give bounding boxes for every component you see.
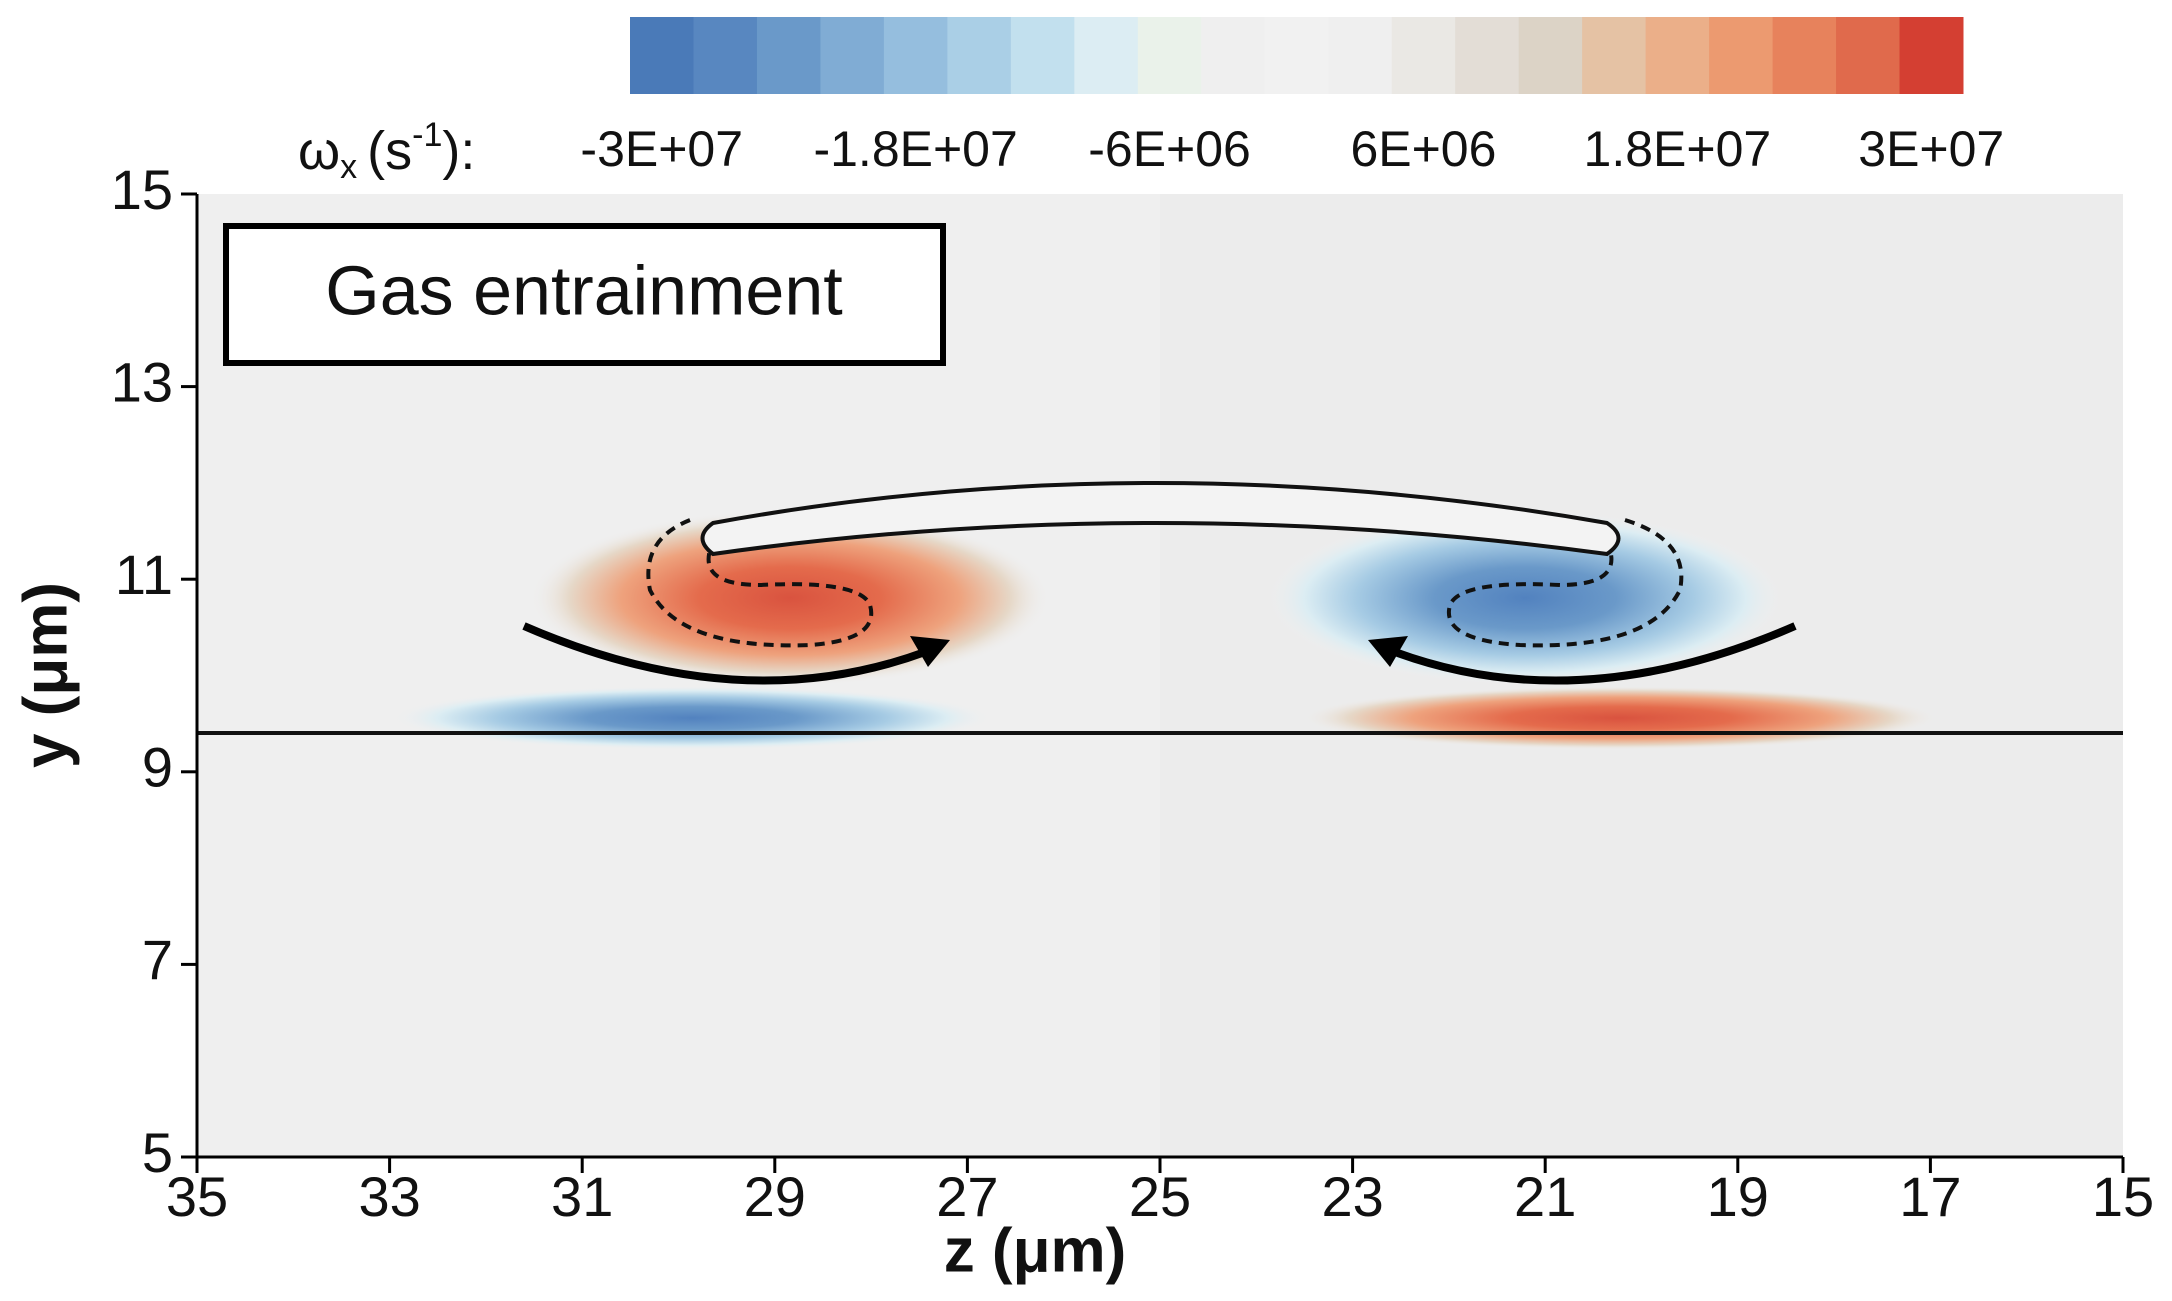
colorbar-label: ωx (s-1): [298, 116, 475, 186]
arrow [522, 622, 927, 685]
colorbar-tick-label: 1.8E+07 [1584, 121, 1772, 177]
colorbar-segment [1709, 17, 1774, 94]
field [197, 481, 2123, 750]
colorbar-segment [1455, 17, 1520, 94]
colorbar-segment [693, 17, 758, 94]
arrow-head [1368, 636, 1408, 667]
colorbar-tick-label: -3E+07 [580, 121, 743, 177]
colorbar-segment [1899, 17, 1964, 94]
y-tick-label: 15 [111, 158, 173, 221]
colorbar-segment [630, 17, 694, 94]
x-tick-label: 29 [744, 1165, 806, 1228]
dashed-contour [646, 518, 874, 648]
colorbar-segment [947, 17, 1012, 94]
x-tick-label: 19 [1707, 1165, 1769, 1228]
colorbar-tick-label: -1.8E+07 [813, 121, 1017, 177]
arrow [1393, 622, 1797, 685]
colorbar-segment [883, 17, 948, 94]
colorbar-segment [1518, 17, 1583, 94]
colorbar-segment [1137, 17, 1202, 94]
dashed-contour [1446, 518, 1684, 648]
x-tick-label: 25 [1129, 1165, 1191, 1228]
x-tick-label: 35 [166, 1165, 228, 1228]
colorbar-segment [1836, 17, 1901, 94]
x-tick-label: 23 [1321, 1165, 1383, 1228]
x-tick-label: 15 [2092, 1165, 2154, 1228]
x-tick-label: 17 [1899, 1165, 1961, 1228]
y-tick-label: 9 [142, 736, 173, 799]
x-tick-label: 27 [936, 1165, 998, 1228]
annotation: Gas entrainment [325, 251, 842, 329]
x-tick-label: 21 [1514, 1165, 1576, 1228]
label-subscript: x [340, 148, 357, 186]
y-axis-label: y (μm) [11, 582, 80, 768]
colorbar-segment [1010, 17, 1075, 94]
colorbar-tick-label: 3E+07 [1858, 121, 2004, 177]
colorbar-segment [1328, 17, 1393, 94]
colorbar-segment [820, 17, 885, 94]
label-superscript: -1 [412, 116, 442, 154]
arrow-head [910, 636, 950, 667]
x-tick-label: 31 [551, 1165, 613, 1228]
colorbar-segment [1582, 17, 1647, 94]
colorbar-segment [1391, 17, 1456, 94]
label-unit: (s [367, 121, 412, 181]
gas-bubble [700, 481, 1621, 557]
y-tick-label: 13 [111, 350, 173, 413]
colorbar-segment [1074, 17, 1139, 94]
label-suffix: ): [442, 121, 475, 181]
colorbar-segment [1772, 17, 1837, 94]
x-axis-label: z (μm) [944, 1216, 1127, 1285]
annotation-box [223, 223, 946, 366]
vortex-blob [1300, 686, 1940, 750]
label-symbol: ω [298, 121, 340, 181]
y-tick-label: 7 [142, 928, 173, 991]
colorbar-tick-label: 6E+06 [1350, 121, 1496, 177]
y-tick-label: 11 [115, 543, 173, 606]
colorbar-segment [756, 17, 821, 94]
x-tick-label: 33 [358, 1165, 420, 1228]
colorbar-segment [1264, 17, 1329, 94]
colorbar-segment [1645, 17, 1710, 94]
y-tick-label: 5 [142, 1121, 173, 1184]
colorbar-tick-label: -6E+06 [1088, 121, 1251, 177]
colorbar-segment [1201, 17, 1266, 94]
vortex-blob [392, 686, 992, 750]
